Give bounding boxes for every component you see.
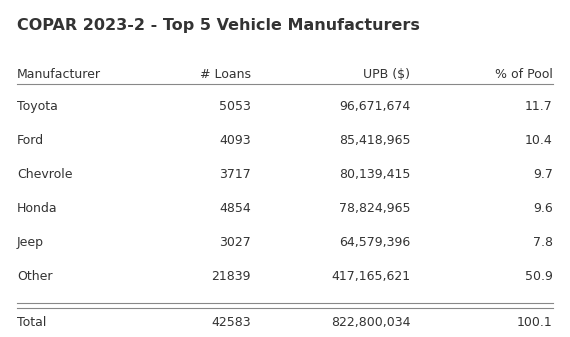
Text: Ford: Ford <box>17 134 44 147</box>
Text: 50.9: 50.9 <box>525 270 553 283</box>
Text: 9.7: 9.7 <box>533 168 553 181</box>
Text: # Loans: # Loans <box>200 68 251 81</box>
Text: Other: Other <box>17 270 52 283</box>
Text: 417,165,621: 417,165,621 <box>331 270 410 283</box>
Text: 42583: 42583 <box>211 316 251 329</box>
Text: 100.1: 100.1 <box>517 316 553 329</box>
Text: Honda: Honda <box>17 202 58 215</box>
Text: 3717: 3717 <box>219 168 251 181</box>
Text: 5053: 5053 <box>219 100 251 113</box>
Text: % of Pool: % of Pool <box>495 68 553 81</box>
Text: 64,579,396: 64,579,396 <box>339 236 410 249</box>
Text: 9.6: 9.6 <box>533 202 553 215</box>
Text: COPAR 2023-2 - Top 5 Vehicle Manufacturers: COPAR 2023-2 - Top 5 Vehicle Manufacture… <box>17 18 420 33</box>
Text: 11.7: 11.7 <box>525 100 553 113</box>
Text: 80,139,415: 80,139,415 <box>339 168 410 181</box>
Text: Chevrole: Chevrole <box>17 168 72 181</box>
Text: Manufacturer: Manufacturer <box>17 68 101 81</box>
Text: 96,671,674: 96,671,674 <box>339 100 410 113</box>
Text: 4854: 4854 <box>219 202 251 215</box>
Text: 78,824,965: 78,824,965 <box>339 202 410 215</box>
Text: 822,800,034: 822,800,034 <box>331 316 410 329</box>
Text: 7.8: 7.8 <box>533 236 553 249</box>
Text: 3027: 3027 <box>219 236 251 249</box>
Text: Total: Total <box>17 316 47 329</box>
Text: 85,418,965: 85,418,965 <box>339 134 410 147</box>
Text: Toyota: Toyota <box>17 100 58 113</box>
Text: UPB ($): UPB ($) <box>364 68 410 81</box>
Text: 4093: 4093 <box>219 134 251 147</box>
Text: 21839: 21839 <box>211 270 251 283</box>
Text: Jeep: Jeep <box>17 236 44 249</box>
Text: 10.4: 10.4 <box>525 134 553 147</box>
